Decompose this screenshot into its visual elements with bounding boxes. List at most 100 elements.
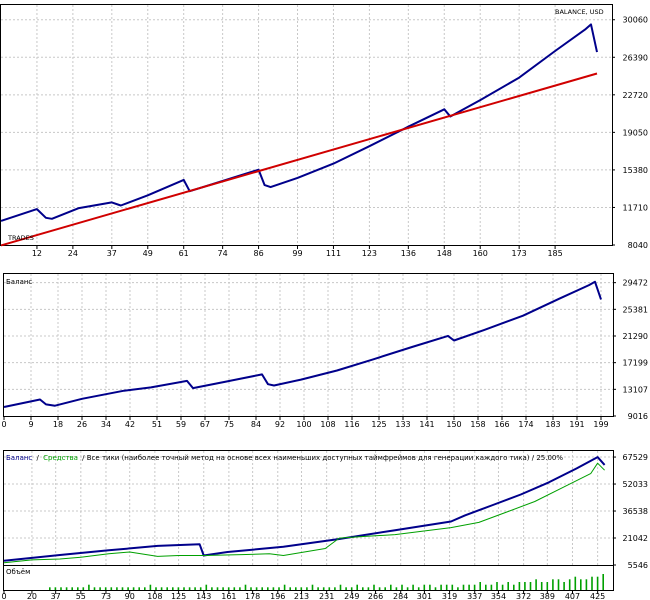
- x-tick-label: 90: [125, 592, 135, 600]
- volume-bar: [121, 587, 124, 590]
- x-tick-label: 136: [401, 249, 416, 258]
- volume-bar: [283, 584, 286, 590]
- x-tick-label: 86: [253, 249, 263, 258]
- balance-chart-panel: BALANCE, USD TRADES 30060 26390 22720 19050…: [0, 4, 648, 258]
- volume-bar: [507, 582, 509, 590]
- x-tick-label: 173: [512, 249, 527, 258]
- x-tick-label: 37: [51, 592, 61, 600]
- x-tick-label: 354: [491, 592, 506, 600]
- x-tick-label: 389: [540, 592, 555, 600]
- volume-bar: [378, 587, 381, 590]
- volume-bar: [406, 587, 409, 590]
- legend-balance: Баланс: [6, 454, 32, 462]
- y-tick-label: 19050: [623, 128, 648, 137]
- x-tick-label: 148: [437, 249, 452, 258]
- balance-equity-chart-x-ticks: 0 20 37 55 73 90 108 125 143 161 178 196 213 231 249 26…: [1, 590, 605, 600]
- x-tick-label: 0: [1, 420, 6, 429]
- volume-bar: [540, 582, 543, 590]
- volume-bar: [417, 587, 420, 590]
- volume-bar: [65, 587, 68, 590]
- volume-bar: [160, 587, 163, 590]
- volume-bar: [295, 587, 297, 590]
- volume-bar: [172, 587, 174, 590]
- x-tick-label: 9: [28, 420, 33, 429]
- trend-line: [0, 72, 598, 247]
- volume-bar: [155, 587, 157, 590]
- x-tick-label: 143: [196, 592, 211, 600]
- x-tick-label: 37: [107, 249, 117, 258]
- volume-bar: [239, 587, 241, 590]
- x-tick-label: 337: [467, 592, 482, 600]
- volume-bar: [227, 587, 230, 590]
- volume-bar: [311, 584, 314, 590]
- x-tick-label: 166: [494, 420, 509, 429]
- volume-bar: [339, 584, 342, 590]
- volume-bar: [60, 587, 62, 590]
- volume-bar: [88, 584, 90, 590]
- volume-bar: [216, 587, 219, 590]
- x-tick-label: 141: [419, 420, 434, 429]
- volume-bar: [99, 587, 101, 590]
- volume-bar: [513, 584, 515, 590]
- balance-chart-series: [0, 23, 598, 247]
- x-tick-label: 34: [101, 420, 111, 429]
- volume-bar: [322, 587, 325, 590]
- balance-ru-chart-panel: Баланс 29472 25381 21290 17199 13107 9016 0 9 1…: [1, 273, 648, 429]
- volume-bar: [423, 584, 426, 590]
- volume-bar: [306, 587, 308, 590]
- volume-bar: [71, 587, 73, 590]
- volume-bar: [211, 587, 213, 590]
- volume-bar: [222, 587, 224, 590]
- x-tick-label: 42: [125, 420, 135, 429]
- volume-bar: [434, 587, 437, 590]
- volume-bar: [496, 582, 498, 590]
- volume-bar: [177, 587, 180, 590]
- x-tick-label: 123: [362, 249, 377, 258]
- volume-bar: [490, 584, 493, 590]
- volume-bar: [328, 587, 331, 590]
- x-tick-label: 111: [326, 249, 341, 258]
- x-tick-label: 213: [294, 592, 309, 600]
- volume-bar: [104, 587, 107, 590]
- y-tick-label: 25381: [623, 305, 648, 314]
- balance-chart-title: BALANCE, USD: [555, 8, 604, 16]
- x-tick-label: 158: [470, 420, 485, 429]
- volume-bar: [401, 584, 403, 590]
- x-tick-label: 301: [417, 592, 432, 600]
- y-tick-label: 52033: [623, 480, 648, 489]
- balance-ru-chart-plot: [3, 273, 614, 417]
- volume-bar: [54, 587, 57, 590]
- volume-bar: [116, 587, 118, 590]
- volume-bar: [585, 579, 588, 590]
- x-tick-label: 407: [565, 592, 580, 600]
- volume-bar: [272, 587, 275, 590]
- x-tick-label: 425: [590, 592, 605, 600]
- volume-bar: [373, 584, 375, 590]
- volume-bar: [132, 587, 135, 590]
- volume-bar: [485, 584, 487, 590]
- volume-bar: [317, 587, 319, 590]
- y-tick-label: 29472: [623, 279, 648, 288]
- x-tick-label: 183: [545, 420, 560, 429]
- volume-bar: [350, 587, 353, 590]
- legend-sep: /: [37, 454, 40, 462]
- x-tick-label: 20: [27, 592, 37, 600]
- volume-bar: [462, 584, 465, 590]
- x-tick-label: 73: [101, 592, 111, 600]
- volume-bar: [390, 584, 392, 590]
- x-tick-label: 249: [344, 592, 359, 600]
- volume-bar: [77, 587, 79, 590]
- volume-bar: [429, 584, 431, 590]
- x-tick-label: 49: [143, 249, 153, 258]
- volume-bar: [384, 587, 386, 590]
- volume-bar: [255, 587, 258, 590]
- x-tick-label: 84: [251, 420, 261, 429]
- volume-bar: [183, 587, 185, 590]
- volume-bar: [289, 587, 291, 590]
- volume-bar: [362, 587, 364, 590]
- volume-bar: [205, 584, 208, 590]
- y-tick-label: 21042: [623, 534, 648, 543]
- volume-bar: [468, 584, 470, 590]
- y-tick-label: 8040: [628, 241, 648, 250]
- x-tick-label: 133: [395, 420, 410, 429]
